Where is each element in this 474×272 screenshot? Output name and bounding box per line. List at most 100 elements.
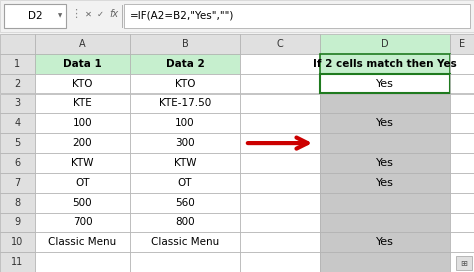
Bar [0,193,35,212]
Text: ⊞: ⊞ [461,258,467,267]
Text: D: D [381,39,389,49]
Text: Classic Menu: Classic Menu [48,237,117,247]
Text: Data 1: Data 1 [63,59,102,69]
Text: 800: 800 [175,217,195,227]
Bar [35,34,130,54]
Bar [130,34,240,54]
Bar [240,94,320,113]
Bar [130,54,240,74]
Bar [0,74,35,94]
Bar [320,94,450,113]
Bar [450,173,474,193]
Text: 100: 100 [73,118,92,128]
Bar [130,113,240,133]
Text: 9: 9 [14,217,20,227]
Text: B: B [182,39,188,49]
Text: 500: 500 [73,197,92,208]
Bar [0,153,35,173]
Bar [130,252,240,272]
Text: 2: 2 [14,79,21,89]
Text: 7: 7 [14,178,21,188]
Bar [130,193,240,212]
Bar [35,153,130,173]
Bar [240,34,320,54]
Bar [0,113,35,133]
Bar [240,232,320,252]
Bar [450,94,474,113]
Bar [4,4,66,28]
Bar [320,212,450,232]
Text: If 2 cells match then Yes: If 2 cells match then Yes [313,59,457,69]
Text: KTE-17.50: KTE-17.50 [159,98,211,109]
Bar [130,74,240,94]
Bar [240,113,320,133]
Bar [124,4,470,28]
Bar [35,193,130,212]
Bar [130,212,240,232]
Bar [450,153,474,173]
Bar [130,232,240,252]
Text: C: C [277,39,283,49]
Text: 100: 100 [175,118,195,128]
Bar [35,54,130,74]
Text: Yes: Yes [376,178,394,188]
Text: 8: 8 [14,197,20,208]
Bar [450,133,474,153]
Text: fx: fx [109,9,118,19]
Bar [0,133,35,153]
Bar [130,173,240,193]
Bar [240,173,320,193]
Bar [130,153,240,173]
Bar [240,74,320,94]
Text: OT: OT [178,178,192,188]
Bar [130,94,240,113]
Text: 3: 3 [14,98,20,109]
Bar [35,212,130,232]
Bar [320,54,450,74]
Text: 300: 300 [175,138,195,148]
Bar [35,133,130,153]
Bar [35,113,130,133]
Bar [0,94,35,113]
Bar [0,252,35,272]
Bar [0,34,35,54]
Text: KTW: KTW [174,158,196,168]
Bar [450,232,474,252]
Text: Yes: Yes [376,79,394,89]
Text: D2: D2 [27,11,42,21]
Text: 6: 6 [14,158,20,168]
Bar [0,173,35,193]
Bar [35,94,130,113]
Bar [240,193,320,212]
Text: KTO: KTO [72,79,93,89]
Text: KTE: KTE [73,98,92,109]
Text: ✓: ✓ [97,10,103,18]
Bar [450,252,474,272]
Bar [456,256,472,270]
Text: 560: 560 [175,197,195,208]
Text: KTW: KTW [71,158,94,168]
Bar [240,153,320,173]
Bar [0,232,35,252]
Bar [0,0,474,32]
Bar [0,212,35,232]
Text: =IF(A2=B2,"Yes",""): =IF(A2=B2,"Yes","") [130,11,234,21]
Text: 11: 11 [11,257,24,267]
Bar [240,252,320,272]
Text: A: A [79,39,86,49]
Text: 1: 1 [14,59,20,69]
Text: 4: 4 [14,118,20,128]
Bar [450,113,474,133]
Bar [320,74,450,94]
Bar [320,34,450,54]
Text: 5: 5 [14,138,21,148]
Bar [0,54,35,74]
Bar [240,54,320,74]
Bar [320,173,450,193]
Text: Yes: Yes [376,118,394,128]
Bar [320,153,450,173]
Bar [35,74,130,94]
Text: ✕: ✕ [84,10,91,18]
Bar [320,232,450,252]
Bar [240,212,320,232]
